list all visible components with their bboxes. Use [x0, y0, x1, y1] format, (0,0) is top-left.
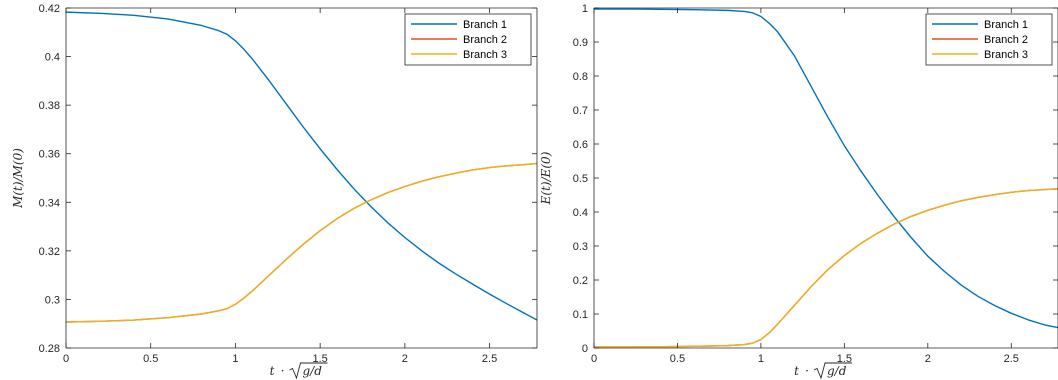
chart-panel-2: 0 0.5 1 1.5 2 2.5 0 0.1 0.2 0.3 0.4 0.5 0.6 0.7 0.8 0.9…: [539, 3, 1058, 380]
series-line-1: [66, 11, 537, 321]
y-tick-label: 0.42: [39, 3, 60, 15]
series-lines: [594, 8, 1058, 348]
legend: Branch 1 Branch 2 Branch 3: [925, 13, 1053, 66]
x-axis-label-t: t: [794, 364, 799, 378]
y-tick-label: 1: [582, 3, 588, 15]
y-tick-label: 0.3: [45, 294, 60, 306]
y-tick-label: 0.28: [39, 343, 60, 355]
y-tick-label: 0.4: [573, 207, 588, 219]
x-tick-label: 2.5: [1004, 353, 1019, 365]
y-axis-label: M(t)/M(0): [11, 148, 25, 209]
x-tick-label: 2.5: [482, 353, 497, 365]
sqrt-icon: [289, 362, 328, 380]
series-lines: [66, 11, 537, 323]
y-tick-label: 0.4: [45, 52, 60, 64]
x-tick-label: 0: [591, 353, 597, 365]
chart-panel-1: 0 0.5 1 1.5 2 2.5 0.28 0.3 0.32 0.34 0.36 0.38 0.4 0.…: [11, 3, 538, 380]
x-axis-label: t · g/d: [270, 362, 328, 380]
x-tick-label: 0.5: [670, 353, 685, 365]
y-tick-label: 0.38: [39, 100, 60, 112]
x-tick-label: 0: [63, 353, 69, 365]
legend-label-2: Branch 2: [984, 34, 1028, 46]
y-tick-label: 0.8: [573, 71, 588, 83]
x-tick-label: 2: [925, 353, 931, 365]
x-axis-label-dot: ·: [805, 364, 809, 378]
y-axis-label: E(t)/E(0): [539, 151, 553, 205]
legend-label-3: Branch 3: [984, 49, 1028, 61]
x-axis-label-frac: g/d: [827, 364, 847, 378]
legend: Branch 1 Branch 2 Branch 3: [404, 13, 532, 66]
sqrt-icon: [813, 362, 852, 380]
x-tick-label: 2: [402, 353, 408, 365]
x-axis-label: t · g/d: [794, 362, 852, 380]
y-tick-label: 0.32: [39, 246, 60, 258]
series-line-1: [594, 8, 1058, 329]
legend-label-1: Branch 1: [984, 19, 1028, 31]
y-tick-label: 0.2: [573, 275, 588, 287]
legend-label-3: Branch 3: [463, 49, 507, 61]
y-tick-label: 0.6: [573, 139, 588, 151]
x-axis-label-t: t: [270, 364, 275, 378]
y-tick-label: 0: [582, 343, 588, 355]
y-tick-label: 0.7: [573, 105, 588, 117]
legend-label-1: Branch 1: [463, 19, 507, 31]
series-line-3: [66, 162, 537, 323]
x-tick-label: 1.5: [837, 353, 852, 365]
x-tick-label: 0.5: [143, 353, 158, 365]
y-tick-label: 0.5: [573, 173, 588, 185]
y-tick-label: 0.34: [39, 197, 60, 209]
x-axis-label-dot: ·: [281, 364, 285, 378]
x-axis-label-frac: g/d: [303, 364, 323, 378]
x-tick-label: 1.5: [312, 353, 327, 365]
series-line-3: [594, 188, 1058, 348]
y-tick-label: 0.9: [573, 37, 588, 49]
legend-label-2: Branch 2: [463, 34, 507, 46]
y-tick-label: 0.1: [573, 309, 588, 321]
y-tick-label: 0.3: [573, 241, 588, 253]
y-tick-label: 0.36: [39, 149, 60, 161]
x-tick-label: 1: [232, 353, 238, 365]
x-tick-label: 1: [758, 353, 764, 365]
